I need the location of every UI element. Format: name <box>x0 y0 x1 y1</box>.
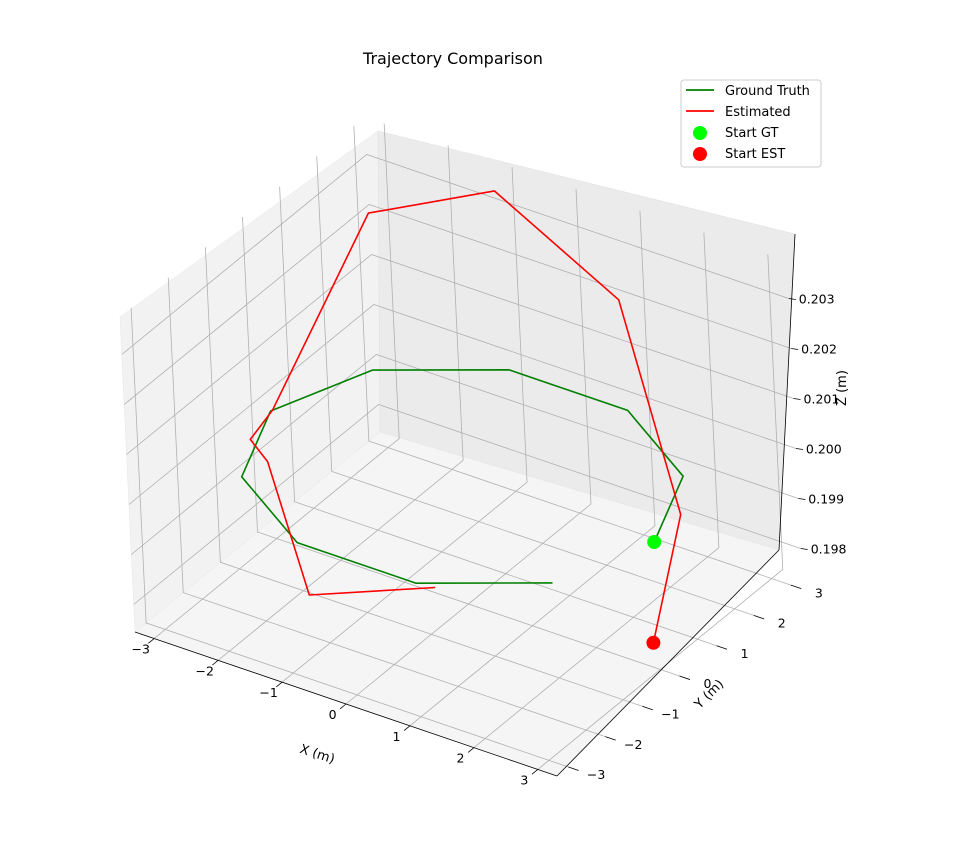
y-tick-mark <box>642 705 653 711</box>
z-axis-line <box>778 233 796 551</box>
legend-label-estimated: Estimated <box>725 105 791 120</box>
x-gridline <box>473 232 720 748</box>
z-gridline <box>121 154 789 355</box>
y-tick-label: −2 <box>624 737 642 752</box>
tick-marks: −3 −2 −1 0 1 2 3 −3 −2 −1 0 1 2 3 0.198 0.199 0.200 0.201… <box>132 292 847 788</box>
z-gridline <box>133 404 801 605</box>
legend-label-ground-truth: Ground Truth <box>725 84 810 99</box>
x-gridline <box>153 123 400 639</box>
z-tick-mark <box>800 548 808 550</box>
x-tick-mark <box>339 703 347 710</box>
x-tick-label: 0 <box>329 707 337 722</box>
chart-title: Trajectory Comparison <box>362 49 543 68</box>
x-gridline <box>217 145 464 661</box>
z-tick-label: 0.201 <box>804 392 840 407</box>
x-gridline <box>409 210 656 727</box>
x-tick-label: −1 <box>259 685 277 700</box>
series-line-estimated <box>249 190 682 643</box>
x-tick-label: 2 <box>456 751 464 766</box>
y-axis-line <box>556 549 780 777</box>
axis-panes <box>119 130 796 777</box>
series-lines <box>240 190 684 643</box>
x-gridline <box>537 254 784 770</box>
legend-label-start-est: Start EST <box>725 147 785 162</box>
legend-frame <box>680 79 822 168</box>
x-tick-label: 1 <box>393 729 401 744</box>
y-tick-label: 0 <box>704 676 712 691</box>
x-tick-mark <box>148 638 155 644</box>
x-gridline <box>281 167 528 683</box>
y-gridline <box>316 156 754 616</box>
x-tick-mark <box>212 660 219 666</box>
z-tick-mark <box>798 498 806 500</box>
marker-start-gt <box>647 535 662 549</box>
y-tick-label: −1 <box>661 706 679 721</box>
z-gridline <box>131 354 799 555</box>
y-tick-mark <box>679 675 691 680</box>
z-tick-label: 0.199 <box>808 492 844 507</box>
z-tick-label: 0.200 <box>806 442 842 457</box>
y-tick-label: 3 <box>815 585 823 600</box>
z-tick-label: 0.202 <box>801 342 837 357</box>
x-tick-mark <box>467 747 475 753</box>
z-tick-label: 0.203 <box>799 292 835 307</box>
y-gridline <box>279 186 717 647</box>
y-gridline <box>167 277 606 737</box>
x-tick-mark <box>403 725 411 731</box>
y-tick-mark <box>753 615 765 620</box>
x-tick-mark <box>275 681 283 688</box>
start-markers <box>646 535 662 650</box>
z-gridline <box>123 204 792 405</box>
z-tick-label: 0.198 <box>811 542 847 557</box>
x-tick-label: −2 <box>195 663 213 678</box>
series-line-ground-truth <box>240 368 684 585</box>
y-tick-mark <box>716 645 728 650</box>
x-tick-label: −3 <box>132 641 150 656</box>
y-tick-label: 2 <box>778 616 786 631</box>
y-tick-mark <box>790 584 802 590</box>
y-gridline <box>130 307 569 768</box>
x-gridline <box>345 188 592 705</box>
y-tick-mark <box>568 766 579 771</box>
z-tick-mark <box>793 398 801 400</box>
y-tick-label: −3 <box>587 767 605 782</box>
z-tick-mark <box>791 348 799 350</box>
legend: Ground Truth Estimated Start GT Start ES… <box>680 79 822 168</box>
x-axis-label: X (m) <box>298 742 337 767</box>
legend-marker-start-gt <box>693 126 707 140</box>
legend-label-start-gt: Start GT <box>725 126 779 141</box>
z-tick-mark <box>795 448 803 450</box>
z-gridline <box>126 254 794 455</box>
y-tick-label: 1 <box>741 646 749 661</box>
z-tick-mark <box>788 298 796 300</box>
y-tick-mark <box>605 736 616 741</box>
y-gridline <box>204 247 643 707</box>
x-tick-label: 3 <box>520 772 528 787</box>
grid-lines <box>121 123 801 770</box>
legend-marker-start-est <box>693 147 707 161</box>
x-tick-mark <box>531 769 539 775</box>
y-gridline <box>242 216 680 677</box>
z-axis-label: Z (m) <box>835 370 850 406</box>
z-gridline <box>128 304 797 505</box>
marker-start-est <box>646 635 661 650</box>
